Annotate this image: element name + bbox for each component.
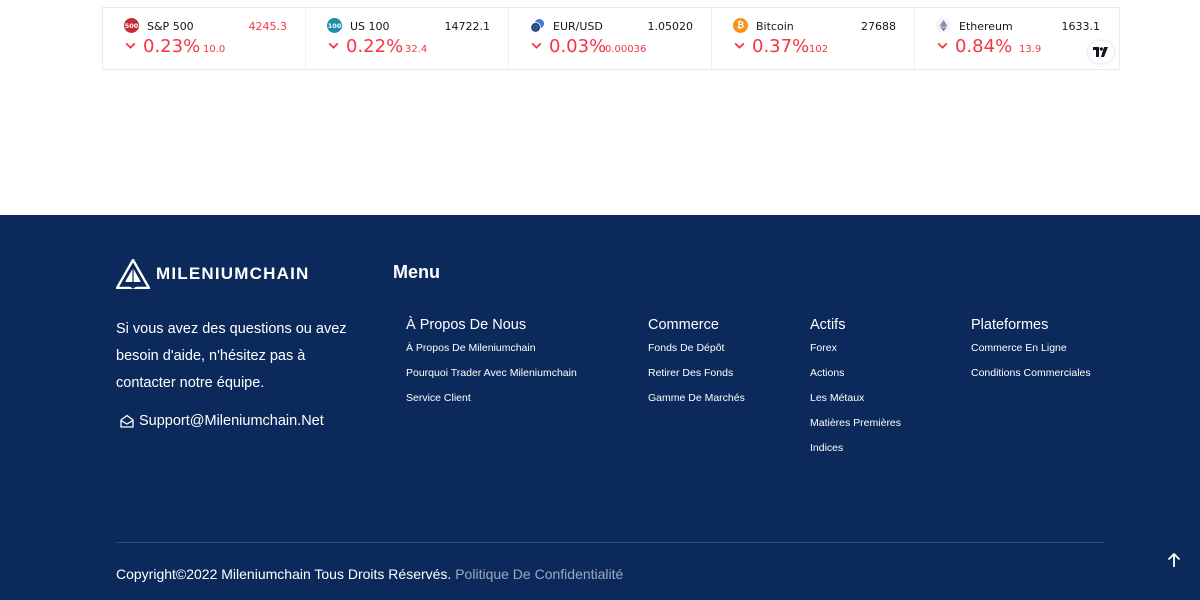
support-email-text: Support@Mileniumchain.Net [139, 413, 324, 429]
ticker-percent-change: 0.37% [752, 36, 810, 57]
footer-link[interactable]: Actions [810, 367, 845, 379]
ticker-name: Ethereum [959, 20, 1013, 33]
column-heading: Plateformes [971, 317, 1049, 333]
footer-column-assets: Actifs Forex Actions Les Métaux Matières… [810, 317, 901, 467]
footer-link[interactable]: Pourquoi Trader Avec Mileniumchain [406, 367, 577, 379]
footer-link[interactable]: Conditions Commerciales [971, 367, 1091, 379]
ticker-percent-change: 0.84% [955, 36, 1013, 57]
footer-link[interactable]: Retirer Des Fonds [648, 367, 734, 379]
column-heading: À Propos De Nous [406, 317, 527, 333]
support-email-link[interactable]: Support@Mileniumchain.Net [119, 413, 324, 429]
footer-divider [116, 542, 1105, 543]
footer-logo[interactable]: MILENIUMCHAIN [116, 259, 309, 289]
chevron-down-icon [531, 42, 542, 49]
footer-about-text: Si vous avez des questions ou avez besoi… [116, 321, 347, 391]
us100-icon: 100 [327, 18, 342, 33]
ticker-price: 14722.1 [444, 20, 491, 33]
footer-link[interactable]: Fonds De Dépôt [648, 342, 725, 354]
ethereum-icon [936, 18, 951, 33]
footer-link[interactable]: Forex [810, 342, 837, 354]
ticker-item-ethereum[interactable]: Ethereum 1633.1 0.84% 13.9 [915, 8, 1118, 69]
column-heading: Actifs [810, 317, 846, 333]
ticker-item-eurusd[interactable]: EUR/USD 1.05020 0.03% 0.00036 [509, 8, 712, 69]
ticker-abs-change: 13.9 [1019, 44, 1042, 55]
menu-title: Menu [393, 262, 440, 282]
ticker-tape-widget: 500 S&P 500 4245.3 0.23% 10.0 100 US 100… [102, 7, 1120, 70]
ticker-price: 1.05020 [647, 20, 694, 33]
chevron-down-icon [734, 42, 745, 49]
copyright-text: Copyright©2022 Mileniumchain Tous Droits… [116, 566, 452, 582]
ticker-item-us100[interactable]: 100 US 100 14722.1 0.22% 32.4 [306, 8, 509, 69]
copyright-line: Copyright©2022 Mileniumchain Tous Droits… [116, 566, 623, 582]
ticker-name: US 100 [350, 20, 390, 33]
ticker-price: 4245.3 [248, 20, 288, 33]
ticker-percent-change: 0.22% [346, 36, 404, 57]
logo-text: MILENIUMCHAIN [156, 264, 310, 283]
ticker-name: EUR/USD [553, 20, 603, 33]
footer-column-about: À Propos De Nous À Propos De Mileniumcha… [406, 317, 577, 417]
chevron-down-icon [937, 42, 948, 49]
chevron-down-icon [125, 42, 136, 49]
ticker-name: Bitcoin [756, 20, 794, 33]
ticker-price: 1633.1 [1061, 20, 1101, 33]
ticker-percent-change: 0.03% [549, 36, 607, 57]
privacy-policy-link[interactable]: Politique De Confidentialité [455, 566, 624, 582]
footer-link[interactable]: Indices [810, 442, 844, 454]
ticker-abs-change: 102 [809, 44, 829, 55]
ticker-abs-change: 10.0 [203, 44, 226, 55]
sp500-icon: 500 [124, 18, 139, 33]
eur-usd-flags-icon [530, 18, 545, 33]
bitcoin-icon: ₿ [733, 18, 748, 33]
tradingview-logo-icon[interactable] [1088, 41, 1114, 63]
ticker-item-sp500[interactable]: 500 S&P 500 4245.3 0.23% 10.0 [103, 8, 306, 69]
footer-link[interactable]: À Propos De Mileniumchain [406, 342, 536, 354]
footer-column-platforms: Plateformes Commerce En Ligne Conditions… [971, 317, 1091, 392]
site-footer: MILENIUMCHAIN Si vous avez des questions… [0, 215, 1200, 600]
ticker-name: S&P 500 [147, 20, 194, 33]
footer-link[interactable]: Service Client [406, 392, 471, 404]
mileniumchain-logo-icon [116, 259, 150, 289]
envelope-open-icon [120, 414, 134, 428]
column-heading: Commerce [648, 317, 719, 333]
arrow-up-icon[interactable] [1164, 550, 1184, 570]
footer-link[interactable]: Gamme De Marchés [648, 392, 745, 404]
chevron-down-icon [328, 42, 339, 49]
ticker-abs-change: 0.00036 [605, 44, 647, 55]
ticker-abs-change: 32.4 [405, 44, 428, 55]
footer-link[interactable]: Les Métaux [810, 392, 865, 404]
ticker-item-bitcoin[interactable]: ₿ Bitcoin 27688 0.37% 102 [712, 8, 915, 69]
footer-column-commerce: Commerce Fonds De Dépôt Retirer Des Fond… [648, 317, 745, 417]
footer-link[interactable]: Matières Premières [810, 417, 902, 429]
ticker-price: 27688 [861, 20, 896, 33]
footer-link[interactable]: Commerce En Ligne [971, 342, 1067, 354]
ticker-percent-change: 0.23% [143, 36, 201, 57]
